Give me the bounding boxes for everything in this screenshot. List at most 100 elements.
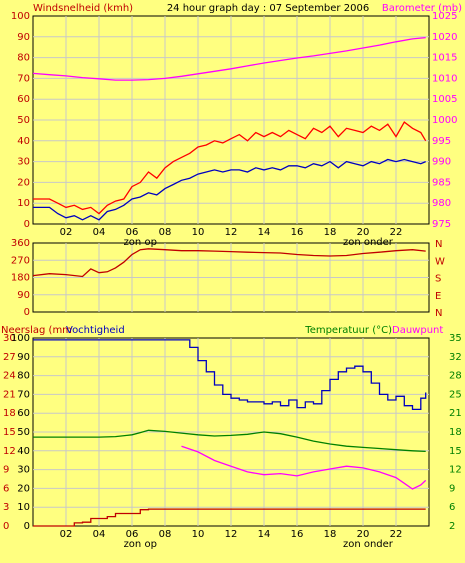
rain-axis-tick: 3 xyxy=(3,502,9,513)
x-tick-label: 14 xyxy=(258,227,271,238)
rain-axis-tick: 6 xyxy=(3,483,9,494)
temperature-axis-tick: 28 xyxy=(449,371,462,382)
compass-label: W xyxy=(435,256,445,267)
barometer-axis-tick: 975 xyxy=(432,219,451,230)
direction-axis-tick: 360 xyxy=(11,238,30,249)
rain-axis-tick: 18 xyxy=(3,408,16,419)
humidity-axis-tick: 30 xyxy=(17,465,30,476)
wind-axis-tick: 80 xyxy=(17,53,30,64)
x-tick-label: 02 xyxy=(60,227,73,238)
barometer-axis-tick: 1005 xyxy=(432,94,457,105)
humidity-axis-tick: 100 xyxy=(11,333,30,344)
x-tick-label: 14 xyxy=(258,529,271,540)
temperature-axis-tick: 18 xyxy=(449,427,462,438)
humidity-axis-tick: 70 xyxy=(17,389,30,400)
temperature-axis-tick: 2 xyxy=(449,521,455,532)
x-tick-label: 02 xyxy=(60,529,73,540)
x-tick-label: 16 xyxy=(291,227,304,238)
temperature-axis-tick: 6 xyxy=(449,502,455,513)
wind-axis-tick: 70 xyxy=(17,73,30,84)
humidity-axis-tick: 60 xyxy=(17,408,30,419)
x-tick-label: 18 xyxy=(324,529,337,540)
rain-axis-tick: 12 xyxy=(3,446,16,457)
barometer-series-line xyxy=(32,36,426,81)
wind-axis-tick: 0 xyxy=(24,219,30,230)
rain-axis-tick: 21 xyxy=(3,389,16,400)
humidity-axis-tick: 0 xyxy=(24,521,30,532)
x-tick-label: 04 xyxy=(93,529,106,540)
rain-axis-tick: 9 xyxy=(3,465,9,476)
rain-axis-tick: 27 xyxy=(3,352,16,363)
barometer-axis-tick: 1000 xyxy=(432,115,457,126)
direction-series-line xyxy=(32,248,426,278)
humidity-axis-tick: 50 xyxy=(17,427,30,438)
barometer-axis-tick: 985 xyxy=(432,177,451,188)
temperature-axis-tick: 35 xyxy=(449,333,462,344)
temperature-axis-tick: 15 xyxy=(449,446,462,457)
sun-annotation: zon op xyxy=(124,237,157,248)
direction-axis-tick: 270 xyxy=(11,255,30,266)
barometer-axis-tick: 1020 xyxy=(432,32,457,43)
wind-axis-tick: 40 xyxy=(17,136,30,147)
wind-axis-tick: 20 xyxy=(17,177,30,188)
wind-speed-header: Windsnelheid (kmh) xyxy=(33,3,133,14)
x-tick-label: 22 xyxy=(390,529,403,540)
direction-axis-tick: 0 xyxy=(24,307,30,318)
grid-layer xyxy=(33,16,429,526)
sun-annotation: zon onder xyxy=(343,539,394,550)
x-tick-label: 08 xyxy=(159,227,172,238)
x-tick-label: 06 xyxy=(126,529,139,540)
average-series-line xyxy=(33,158,426,221)
x-tick-label: 08 xyxy=(159,529,172,540)
rain-header: Neerslag (mm xyxy=(1,325,72,336)
wind-axis-tick: 90 xyxy=(17,32,30,43)
rain-series-line xyxy=(33,508,426,527)
sun-annotation: zon op xyxy=(124,539,157,550)
x-tick-label: 22 xyxy=(390,227,403,238)
compass-label: S xyxy=(435,274,441,285)
rain-axis-tick: 15 xyxy=(3,427,16,438)
dewpoint-series-line xyxy=(181,445,427,490)
temperature-series-line xyxy=(33,429,426,453)
temperature-axis-tick: 32 xyxy=(449,352,462,363)
barometer-axis-tick: 990 xyxy=(432,157,451,168)
wind-axis-tick: 60 xyxy=(17,94,30,105)
barometer-axis-tick: 980 xyxy=(432,198,451,209)
direction-axis-tick: 180 xyxy=(11,273,30,284)
x-tick-label: 06 xyxy=(126,227,139,238)
rain-axis-tick: 24 xyxy=(3,371,16,382)
wind-axis-tick: 30 xyxy=(17,157,30,168)
humidity-axis-tick: 90 xyxy=(17,352,30,363)
humidity-axis-tick: 40 xyxy=(17,446,30,457)
x-tick-label: 16 xyxy=(291,529,304,540)
wind-axis-tick: 50 xyxy=(17,115,30,126)
x-tick-label: 12 xyxy=(225,227,238,238)
humidity-series-line xyxy=(33,339,427,411)
temperature-header: Temperatuur (°C) xyxy=(304,325,392,336)
x-tick-label: 20 xyxy=(357,227,370,238)
axis-layer: 0102030405060708090100975980985990995100… xyxy=(3,11,462,550)
temperature-axis-tick: 12 xyxy=(449,465,462,476)
compass-label: N xyxy=(435,239,442,250)
humidity-axis-tick: 10 xyxy=(17,502,30,513)
sun-annotation: zon onder xyxy=(343,237,394,248)
x-tick-label: 12 xyxy=(225,529,238,540)
barometer-axis-tick: 995 xyxy=(432,136,451,147)
compass-label: N xyxy=(435,308,442,319)
temperature-axis-tick: 25 xyxy=(449,389,462,400)
barometer-axis-tick: 1015 xyxy=(432,53,457,64)
barometer-axis-tick: 1025 xyxy=(432,11,457,22)
barometer-axis-tick: 1010 xyxy=(432,73,457,84)
humidity-axis-tick: 20 xyxy=(17,483,30,494)
humidity-axis-tick: 80 xyxy=(17,371,30,382)
x-tick-label: 04 xyxy=(93,227,106,238)
humidity-header: Vochtigheid xyxy=(66,325,125,336)
direction-axis-tick: 90 xyxy=(17,290,30,301)
chart-title: 24 hour graph day : 07 September 2006 xyxy=(167,3,369,14)
temperature-axis-tick: 21 xyxy=(449,408,462,419)
barometer-header: Barometer (mb) xyxy=(382,3,462,14)
series-layer xyxy=(32,36,427,527)
x-tick-label: 10 xyxy=(192,529,205,540)
